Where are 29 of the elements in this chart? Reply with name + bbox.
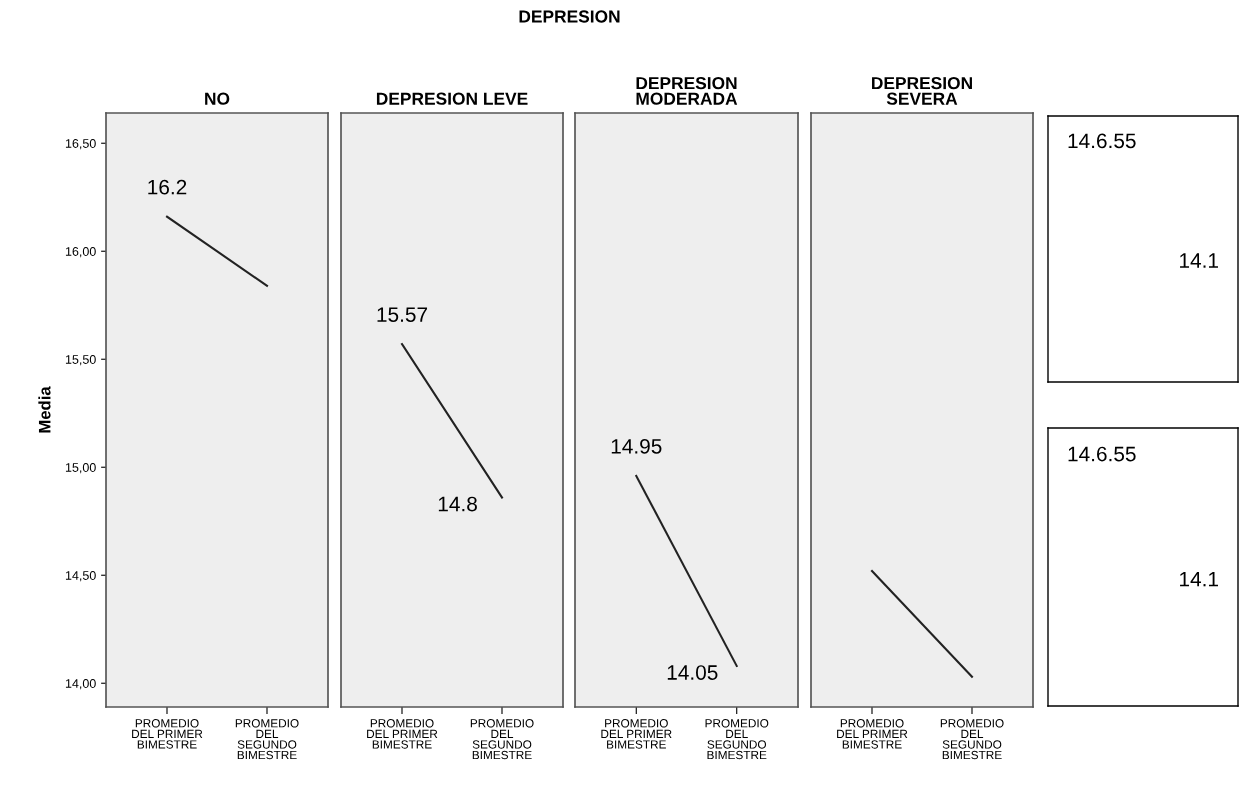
x-tick-label: PROMEDIO DEL SEGUNDO BIMESTRE — [940, 719, 1004, 760]
chart-title: DEPRESION MODERADA — [636, 76, 738, 105]
y-tick-label: 14,00 — [65, 679, 96, 690]
annotation: 14.05 — [667, 665, 718, 680]
text: 14.6.55 — [1068, 446, 1136, 462]
chart-title: NO — [205, 92, 230, 105]
text: 14.6.55 — [1068, 133, 1136, 149]
x-tick-label: PROMEDIO DEL SEGUNDO BIMESTRE — [705, 719, 769, 760]
y-tick-label: 14,50 — [65, 571, 96, 582]
x-tick-label: PROMEDIO DEL PRIMER BIMESTRE — [837, 719, 908, 749]
chart-title: DEPRESION SEVERA — [872, 76, 972, 105]
x-tick-label: PROMEDIO DEL PRIMER BIMESTRE — [132, 719, 203, 749]
x-tick-label: PROMEDIO DEL SEGUNDO BIMESTRE — [470, 719, 534, 760]
y-tick-label: 16,00 — [65, 247, 96, 258]
y-tick-label: 16,50 — [65, 139, 96, 150]
x-tick-label: PROMEDIO DEL PRIMER BIMESTRE — [367, 719, 438, 749]
x-tick-label: PROMEDIO DEL SEGUNDO BIMESTRE — [235, 719, 299, 760]
y-tick-label: 15,50 — [65, 355, 96, 366]
text: DEPRESION — [519, 10, 620, 23]
y-tick-label: 15,00 — [65, 463, 96, 474]
annotation: 14.8 — [438, 496, 477, 512]
annotation: 14.95 — [611, 438, 662, 454]
text: 14.1 — [1180, 253, 1218, 268]
annotation: 15.57 — [377, 307, 428, 322]
annotation: 16.2 — [148, 179, 187, 195]
x-tick-label: PROMEDIO DEL PRIMER BIMESTRE — [601, 719, 672, 749]
y-axis-title: Media — [38, 386, 51, 433]
chart-title: DEPRESION LEVE — [376, 92, 528, 105]
text: 14.1 — [1180, 571, 1218, 587]
